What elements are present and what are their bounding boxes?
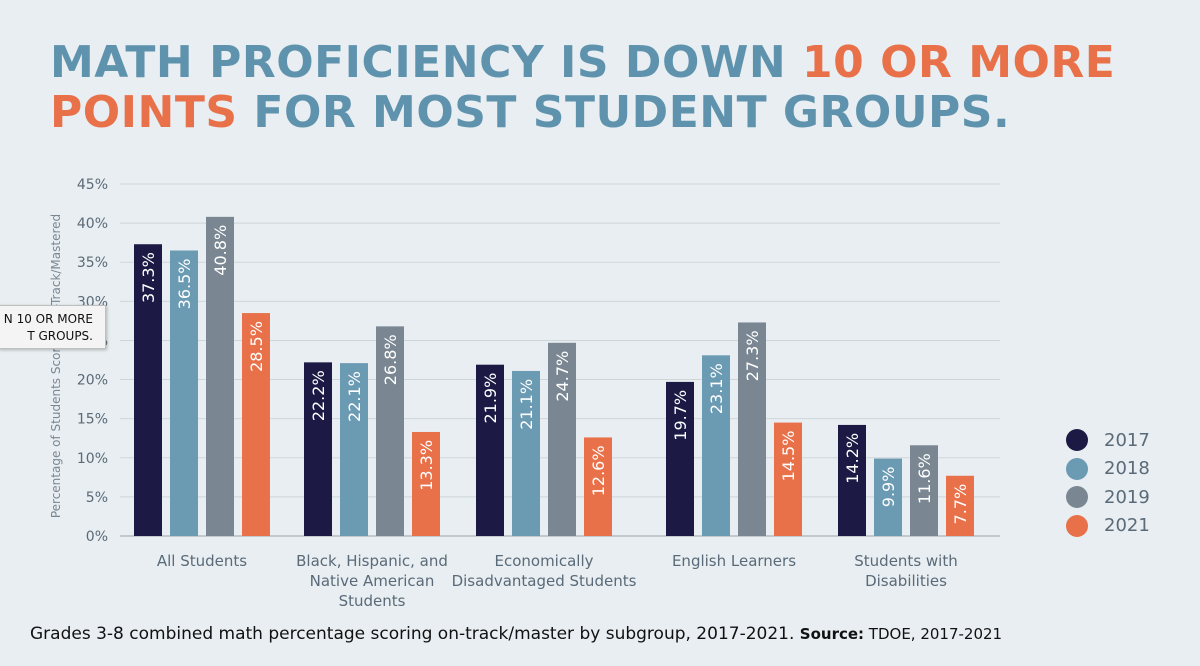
source-text: TDOE, 2017-2021 (864, 625, 1003, 643)
bar-value-label: 26.8% (381, 334, 400, 385)
legend-label: 2021 (1104, 515, 1150, 537)
tooltip: N 10 OR MORE T GROUPS. (0, 305, 106, 349)
headline-part-3: POINTS (50, 87, 238, 138)
bar (666, 381, 694, 536)
bar (774, 422, 802, 536)
legend-swatch (1066, 429, 1088, 452)
legend-swatch (1066, 486, 1088, 509)
caption-text: Grades 3-8 combined math percentage scor… (30, 624, 800, 644)
bar-value-label: 40.8% (211, 225, 230, 276)
legend-swatch (1066, 457, 1088, 480)
bar (548, 342, 576, 536)
bar (584, 437, 612, 536)
bar (134, 244, 162, 536)
bar-value-label: 28.5% (247, 321, 266, 372)
x-category-label: All Students (157, 552, 247, 570)
x-category-label: Disadvantaged Students (452, 572, 637, 590)
bar-value-label: 11.6% (915, 453, 934, 504)
bar-value-label: 22.2% (309, 370, 328, 421)
bar-value-label: 27.3% (743, 330, 762, 381)
y-tick-label: 15% (77, 412, 108, 428)
bar-value-label: 12.6% (589, 445, 608, 496)
bar (838, 424, 866, 536)
legend-item: 2018 (1066, 455, 1150, 484)
bar (206, 216, 234, 536)
bar (304, 362, 332, 536)
y-axis-label: Percentage of Students Scoring On-Track/… (49, 214, 63, 518)
legend-item: 2019 (1066, 483, 1150, 512)
x-category-label: Disabilities (865, 572, 947, 590)
y-tick-label: 5% (86, 490, 108, 506)
bar-value-label: 23.1% (707, 363, 726, 414)
x-category-label: Black, Hispanic, and (296, 552, 448, 570)
bar (946, 475, 974, 536)
bar (512, 370, 540, 536)
legend-item: 2017 (1066, 426, 1150, 455)
legend-label: 2019 (1104, 486, 1150, 508)
bar (170, 250, 198, 536)
bar (376, 326, 404, 536)
bar-value-label: 21.1% (517, 379, 536, 430)
y-tick-label: 0% (86, 529, 108, 545)
headline-part-4: FOR MOST STUDENT GROUPS. (237, 87, 1011, 138)
source-label: Source: (799, 625, 865, 643)
x-category-label: Students (339, 592, 406, 610)
y-tick-label: 45% (77, 177, 108, 193)
bar-value-label: 13.3% (417, 440, 436, 491)
bar (738, 322, 766, 536)
tooltip-line-2: T GROUPS. (27, 329, 93, 343)
bar-value-label: 9.9% (879, 467, 898, 508)
headline: MATH PROFICIENCY IS DOWN 10 OR MORE POIN… (50, 38, 1115, 138)
bar-value-label: 14.2% (843, 433, 862, 484)
chart-caption: Grades 3-8 combined math percentage scor… (30, 624, 1002, 644)
x-category-label: Students with (854, 552, 957, 570)
y-tick-label: 10% (77, 451, 108, 467)
legend-item: 2021 (1066, 512, 1150, 541)
x-category-label: Native American (310, 572, 435, 590)
bar (476, 364, 504, 536)
y-tick-label: 20% (77, 373, 108, 389)
y-tick-label: 40% (77, 216, 108, 232)
legend-swatch (1066, 514, 1088, 537)
headline-part-1: MATH PROFICIENCY IS DOWN (50, 37, 803, 88)
chart-legend: 2017 2018 2019 2021 (1066, 426, 1150, 540)
legend-label: 2017 (1104, 429, 1150, 451)
y-tick-label: 35% (77, 255, 108, 271)
bar-value-label: 37.3% (139, 252, 158, 303)
x-category-label: Economically (494, 552, 593, 570)
bar (340, 363, 368, 536)
bar-value-label: 19.7% (671, 390, 690, 441)
bar (702, 355, 730, 536)
legend-label: 2018 (1104, 458, 1150, 480)
tooltip-line-1: N 10 OR MORE (3, 312, 93, 326)
bar (242, 313, 270, 536)
bar-value-label: 22.1% (345, 371, 364, 422)
bar-value-label: 36.5% (175, 258, 194, 309)
bar-value-label: 24.7% (553, 351, 572, 402)
bar (412, 431, 440, 536)
headline-part-2: 10 OR MORE (802, 37, 1116, 88)
bar-value-label: 14.5% (779, 431, 798, 482)
bar (910, 445, 938, 536)
bar-value-label: 21.9% (481, 373, 500, 424)
bar (874, 458, 902, 536)
x-category-label: English Learners (672, 552, 796, 570)
bar-value-label: 7.7% (951, 484, 970, 525)
